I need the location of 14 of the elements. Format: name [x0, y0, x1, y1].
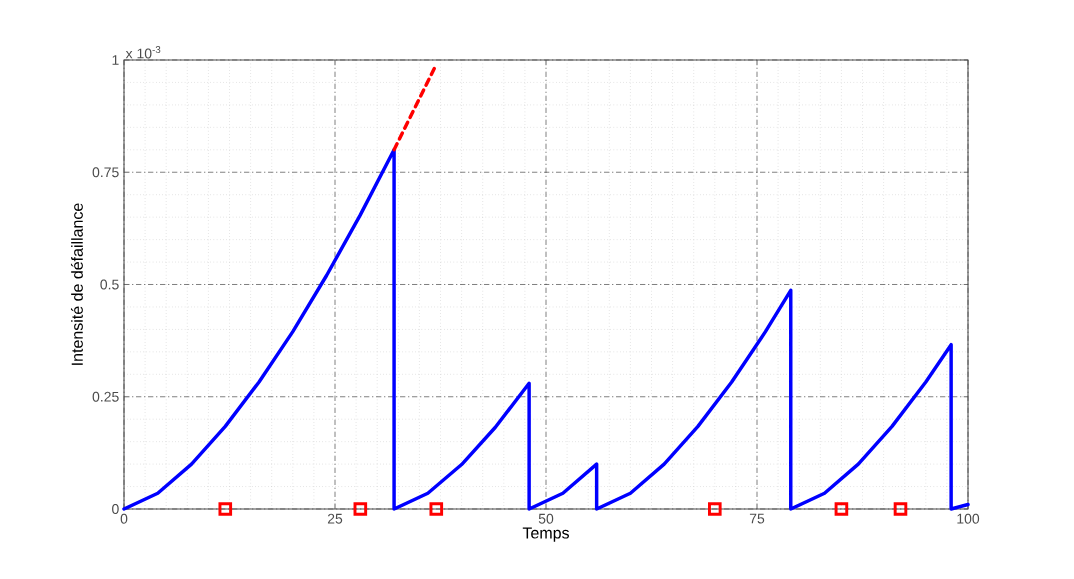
y-tick-label: 0.75 — [92, 167, 119, 178]
x-tick-label: 50 — [538, 513, 554, 524]
line-series — [122, 148, 970, 511]
x-tick-label: 100 — [957, 513, 980, 524]
x-tick-label: 25 — [327, 513, 343, 524]
y-tick-label: 1 — [112, 55, 119, 65]
text: x 10$^{-3}$ — [125, 46, 161, 59]
y-axis-title: Intensité de défaillance — [70, 203, 83, 365]
y-tick-label: 0.25 — [92, 391, 119, 402]
x-tick-label: 75 — [749, 513, 765, 524]
x-axis-title: Temps — [522, 527, 569, 542]
y-tick-label: 0 — [112, 504, 119, 514]
x-tick-label: 0 — [120, 513, 128, 524]
y-tick-label: 0.5 — [100, 279, 119, 290]
